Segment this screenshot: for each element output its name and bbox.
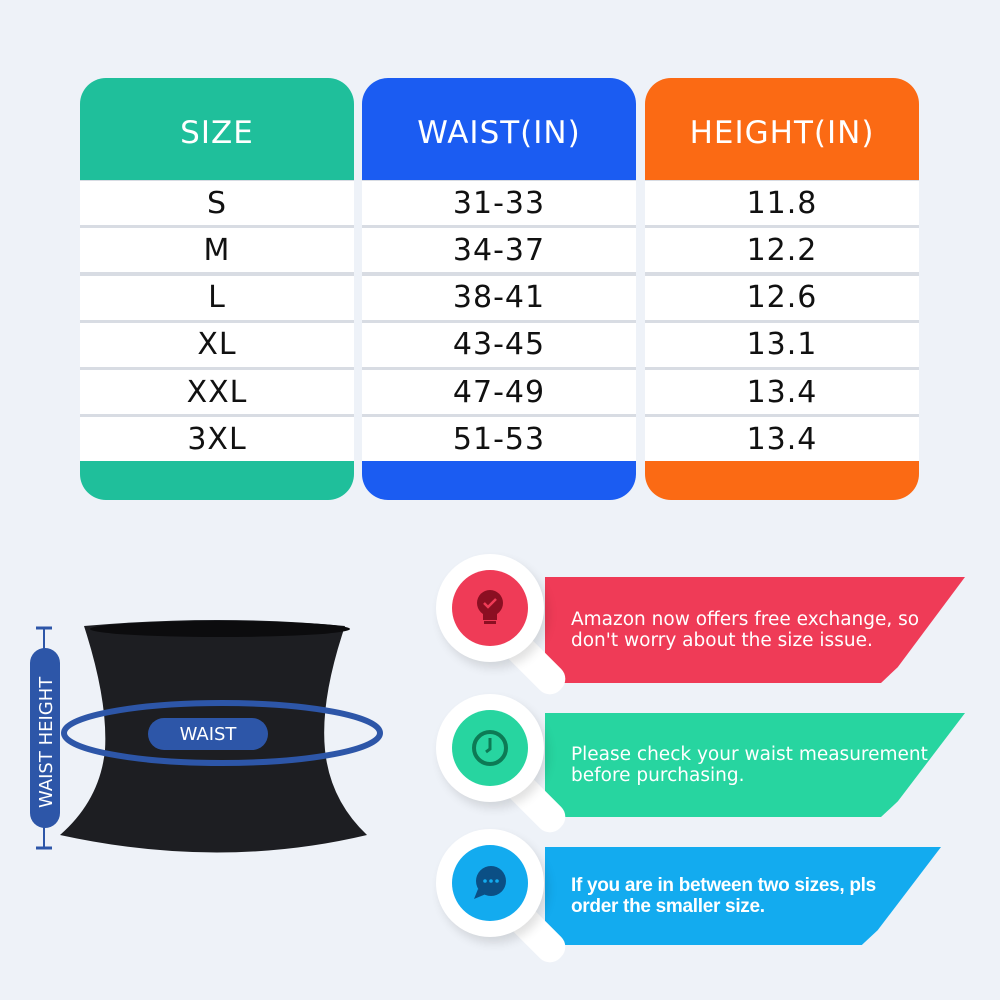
table-cell: 11.8	[645, 181, 919, 225]
tip-text: If you are in between two sizes, pls ord…	[571, 875, 876, 917]
table-cell: L	[80, 275, 354, 320]
height-column: HEIGHT(IN) 11.8 12.2 12.6 13.1 13.4 13.4	[645, 78, 919, 500]
table-cell: 38-41	[362, 275, 636, 320]
waist-column: WAIST(IN) 31-33 34-37 38-41 43-45 47-49 …	[362, 78, 636, 500]
table-cell: 43-45	[362, 322, 636, 367]
size-column: SIZE S M L XL XXL 3XL	[80, 78, 354, 500]
waist-label: WAIST	[180, 724, 238, 745]
clock-icon	[472, 730, 508, 766]
table-cell: 12.2	[645, 228, 919, 273]
table-cell: 34-37	[362, 228, 636, 273]
tip-banner-exchange: Amazon now offers free exchange, so don'…	[545, 577, 965, 683]
table-cell: 31-33	[362, 181, 636, 225]
tip-banner-measure: Please check your waist measurement befo…	[545, 713, 965, 817]
waist-ring	[61, 700, 383, 766]
tip-icon-badge	[436, 694, 544, 802]
table-cell: 13.4	[645, 370, 919, 415]
chat-bubble-icon	[474, 866, 506, 899]
column-header: HEIGHT(IN)	[689, 115, 875, 151]
table-cell: 3XL	[80, 417, 354, 462]
tip-icon-badge	[436, 554, 544, 662]
table-cell: 47-49	[362, 370, 636, 415]
table-cell: 12.6	[645, 275, 919, 320]
tip-icon-badge	[436, 829, 544, 937]
table-cell: 13.4	[645, 417, 919, 462]
waist-trainer-diagram: WAIST HEIGHT WAIST	[30, 620, 383, 853]
table-cell: M	[80, 228, 354, 273]
table-cell: XL	[80, 322, 354, 367]
column-header: SIZE	[180, 115, 254, 151]
table-cell: S	[80, 181, 354, 225]
tip-text: Please check your waist measurement befo…	[571, 744, 928, 786]
tip-banner-between-sizes: If you are in between two sizes, pls ord…	[545, 847, 941, 945]
waist-height-label: WAIST HEIGHT	[36, 676, 57, 808]
tip-text: Amazon now offers free exchange, so don'…	[571, 609, 920, 651]
table-cell: 13.1	[645, 322, 919, 367]
column-header: WAIST(IN)	[417, 115, 581, 151]
table-cell: 51-53	[362, 417, 636, 462]
lightbulb-check-icon	[477, 590, 503, 624]
table-cell: XXL	[80, 370, 354, 415]
